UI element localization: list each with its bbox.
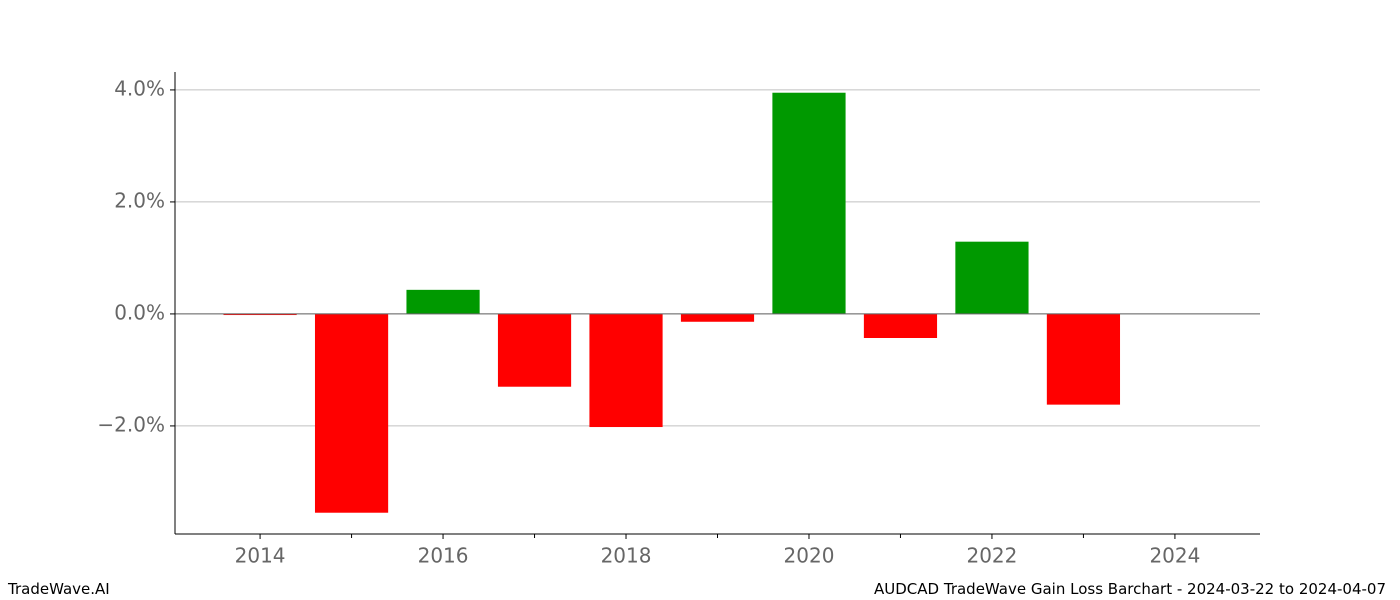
bar (1046, 313, 1121, 405)
x-tick-label: 2016 (418, 544, 469, 568)
y-tick-label: 4.0% (114, 76, 165, 100)
y-tick-label: 0.0% (114, 300, 165, 324)
bar (223, 313, 297, 316)
y-tick-label: 2.0% (114, 188, 165, 212)
bar (955, 241, 1029, 314)
x-tick-label: 2018 (601, 544, 652, 568)
bar (772, 92, 846, 314)
x-tick-label: 2024 (1149, 544, 1200, 568)
bar (497, 313, 572, 387)
bar (314, 313, 389, 513)
bar (406, 289, 480, 314)
footer-brand: TradeWave.AI (7, 580, 110, 598)
x-tick-label: 2020 (784, 544, 835, 568)
x-tick-label: 2022 (966, 544, 1017, 568)
footer-caption: AUDCAD TradeWave Gain Loss Barchart - 20… (874, 580, 1386, 598)
y-tick-label: −2.0% (97, 412, 165, 436)
x-tick-label: 2014 (235, 544, 286, 568)
bar (680, 313, 755, 322)
bar (863, 313, 938, 338)
bar (589, 313, 663, 428)
